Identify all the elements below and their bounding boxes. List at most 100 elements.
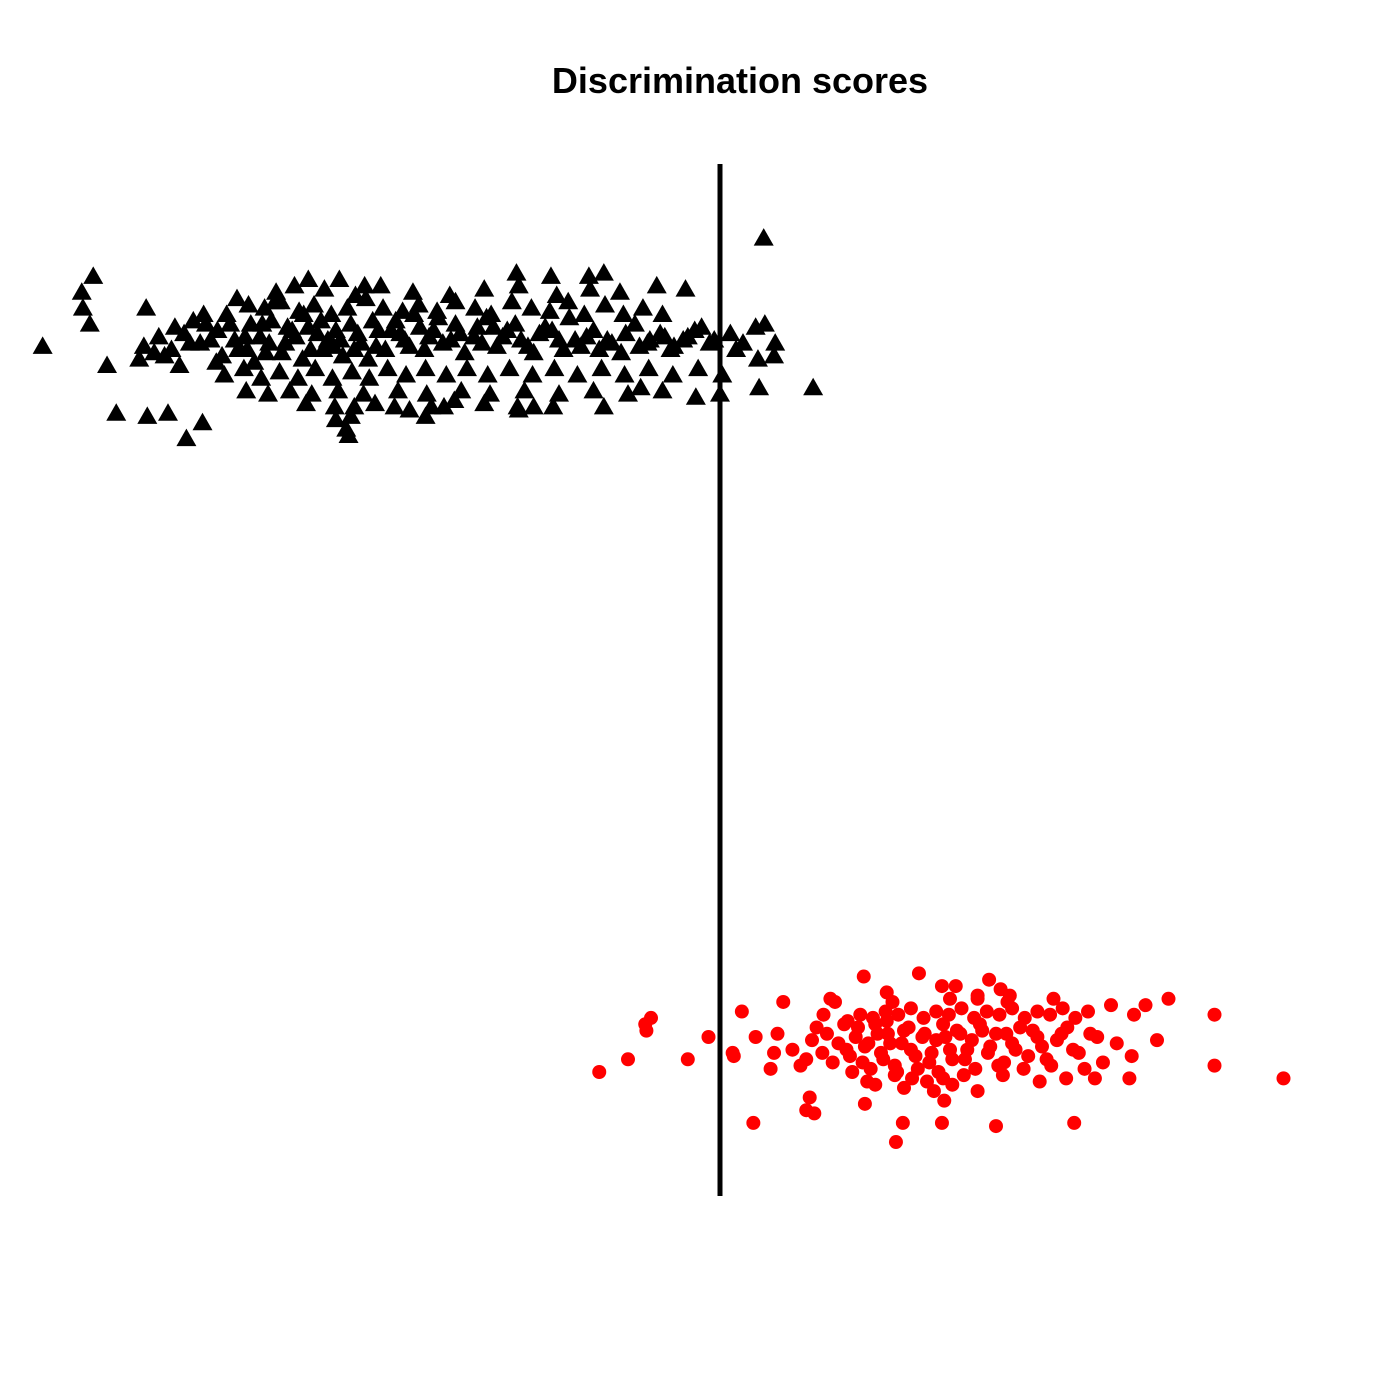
circle-point [1207,1007,1222,1022]
circle-point [1081,1004,1095,1019]
triangle-point [298,269,319,288]
circle-point [929,1004,944,1019]
circle-point [865,1010,880,1025]
circle-point [839,1042,854,1057]
triangle-point [474,393,495,412]
triangle-point [580,279,601,297]
circle-point [701,1029,716,1044]
circle-point [1030,1004,1045,1019]
triangle-point [673,330,694,348]
series-circles [592,966,1291,1150]
triangle-point [270,291,291,310]
circle-point [863,1061,878,1076]
circle-point [975,1023,990,1038]
triangle-point [193,304,214,323]
triangle-point [148,326,169,345]
triangle-point [106,403,127,421]
triangle-point [271,342,292,361]
circle-point [967,1010,982,1025]
triangle-point [347,323,368,342]
triangle-point [164,317,185,335]
triangle-point [338,425,359,443]
triangle-point [332,345,353,364]
triangle-point [200,330,221,348]
triangle-point [71,282,92,300]
circle-point [1067,1115,1082,1130]
triangle-point [481,304,502,323]
circle-point [879,1014,894,1029]
circle-point [999,1026,1014,1041]
circle-point [879,985,894,1000]
triangle-point [589,339,610,358]
circle-point [897,1080,911,1095]
triangle-point [624,314,645,332]
triangle-point [216,304,237,323]
triangle-point [558,291,579,310]
chart-title: Discrimination scores [551,60,929,101]
triangle-point [207,320,228,338]
triangle-point [522,365,543,383]
triangle-point [158,403,178,421]
triangle-point [305,358,326,377]
circle-point [746,1115,761,1130]
circle-point [888,1135,903,1150]
circle-point [1124,1049,1139,1064]
triangle-point [507,396,528,415]
triangle-point [517,336,538,354]
circle-point [1087,1071,1102,1086]
triangle-point [508,275,529,294]
triangle-point [261,310,282,329]
circle-point [1068,1010,1083,1025]
circle-point [1150,1033,1164,1048]
triangle-point [726,339,747,358]
triangle-point [591,358,612,377]
triangle-point [593,396,614,415]
triangle-point [559,307,580,326]
circle-point [1046,991,1061,1006]
triangle-point [754,314,775,332]
triangle-point [304,294,325,313]
circle-point [983,1039,998,1054]
triangle-point [450,323,471,342]
triangle-point [609,282,630,300]
triangle-point [521,298,542,316]
circle-point [926,1084,941,1099]
circle-point [956,1068,971,1083]
triangle-point [399,400,420,418]
triangle-point [83,266,104,284]
triangle-point [329,269,350,288]
triangle-point [310,310,331,329]
triangle-point [298,317,319,335]
triangle-point [578,266,599,284]
circle-point [945,1077,960,1092]
circle-point [621,1052,635,1067]
triangle-point [244,352,265,370]
circle-point [644,1010,658,1025]
triangle-point [611,342,632,361]
triangle-point [279,380,300,399]
triangle-point [365,393,385,412]
triangle-point [396,365,417,383]
triangle-point [388,380,408,399]
triangle-point [638,358,659,377]
triangle-point [176,428,197,447]
triangle-point [699,333,720,351]
circle-point [785,1042,800,1057]
circle-point [845,1065,860,1079]
triangle-point [539,301,560,319]
circle-point [1043,1007,1058,1022]
triangle-point [366,336,387,354]
triangle-point [233,358,254,377]
triangle-point [576,326,597,345]
triangle-point [402,282,423,300]
triangle-point [567,365,588,383]
triangle-point [660,339,681,358]
triangle-point [444,390,465,408]
triangle-point [618,384,638,402]
circle-point [995,1068,1010,1083]
triangle-point [79,314,100,332]
triangle-point [287,368,308,386]
triangle-point [688,358,709,377]
circle-point [1017,1010,1032,1025]
circle-point [868,1077,883,1092]
